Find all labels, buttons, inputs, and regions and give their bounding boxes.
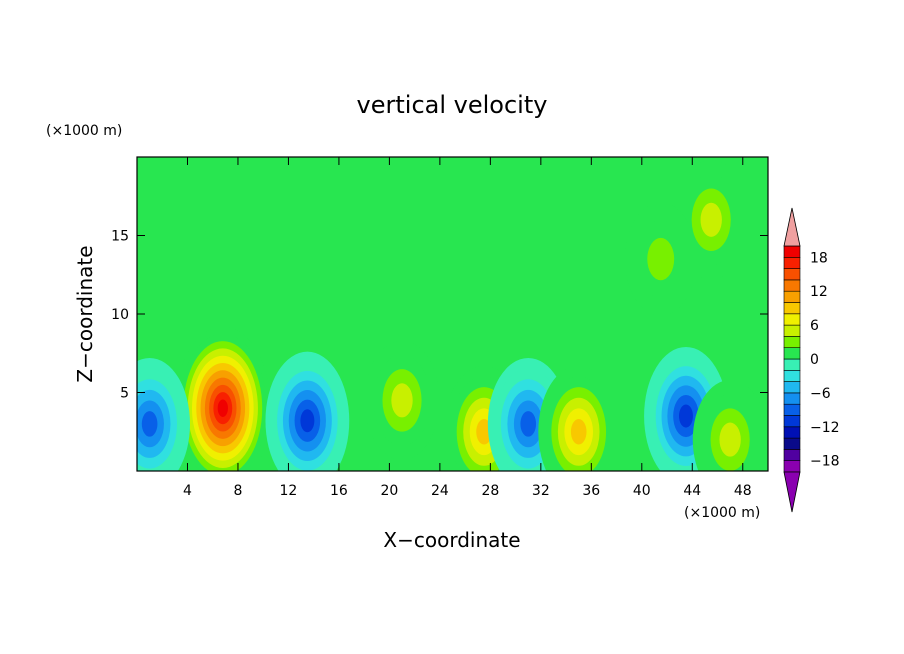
colorbar-under-arrow — [783, 471, 801, 513]
colorbar-tick-label: 18 — [810, 250, 828, 266]
colorbar-segment — [783, 336, 801, 348]
x-tick-label: 24 — [431, 483, 449, 499]
x-tick-label: 8 — [233, 483, 242, 499]
colorbar: 18 12 6 0 −6 −12 −18 — [783, 207, 840, 513]
x-tick-label: 20 — [380, 483, 398, 499]
contour-band — [141, 411, 158, 437]
y-unit-label: (×1000 m) — [46, 123, 122, 139]
colorbar-segment — [783, 358, 801, 371]
colorbar-segment — [783, 392, 801, 405]
x-tick-label: 48 — [734, 483, 752, 499]
colorbar-segment — [783, 381, 801, 394]
contour-feature — [624, 202, 697, 316]
contour-band — [678, 404, 693, 428]
contour-band — [520, 411, 537, 437]
contour-band — [719, 422, 741, 457]
contour-field — [137, 160, 768, 471]
colorbar-segment — [783, 347, 801, 360]
colorbar-tick-label: −12 — [810, 420, 840, 436]
y-tick-label: 5 — [120, 386, 129, 402]
contour-band — [700, 202, 722, 237]
colorbar-segment — [783, 302, 801, 315]
colorbar-tick-label: 0 — [810, 352, 819, 368]
colorbar-tick-label: −6 — [810, 386, 831, 402]
plot-area — [137, 157, 768, 471]
x-unit-label: (×1000 m) — [684, 505, 760, 521]
colorbar-tick-label: 12 — [810, 284, 828, 300]
contour-feature — [692, 379, 768, 471]
colorbar-segment — [783, 245, 801, 258]
contour-band — [647, 237, 675, 281]
colorbar-segment — [783, 324, 801, 337]
x-tick-label: 44 — [683, 483, 701, 499]
colorbar-segment — [783, 369, 801, 382]
colorbar-segment — [783, 279, 801, 292]
chart-title: vertical velocity — [357, 91, 548, 119]
contour-feature — [137, 357, 190, 471]
x-tick-label: 36 — [582, 483, 600, 499]
x-tick-label: 16 — [330, 483, 348, 499]
colorbar-segment — [783, 290, 801, 303]
colorbar-segment — [783, 460, 801, 473]
contour-band — [570, 418, 587, 445]
colorbar-segment — [783, 426, 801, 439]
colorbar-segment — [783, 415, 801, 428]
contour-band — [391, 383, 413, 418]
contour-feature — [174, 326, 271, 471]
y-axis: 5 10 15 — [111, 229, 768, 402]
colorbar-segment — [783, 449, 801, 461]
colorbar-tick-label: 6 — [810, 318, 819, 334]
x-tick-label: 40 — [633, 483, 651, 499]
y-tick-label: 10 — [111, 307, 129, 323]
colorbar-segment — [783, 403, 801, 416]
colorbar-segment — [783, 313, 801, 326]
colorbar-segment — [783, 437, 801, 450]
x-tick-label: 28 — [481, 483, 499, 499]
x-tick-label: 32 — [532, 483, 550, 499]
y-tick-label: 15 — [111, 229, 129, 245]
x-axis-label: X−coordinate — [383, 528, 520, 552]
colorbar-segment — [783, 268, 801, 281]
contour-feature — [364, 340, 440, 461]
y-axis-label: Z−coordinate — [73, 245, 97, 382]
contour-feature — [538, 365, 620, 471]
contour-feature — [265, 351, 350, 471]
x-axis: 4 8 12 16 20 24 28 32 36 40 44 48 — [183, 157, 752, 499]
colorbar-tick-label: −18 — [810, 454, 840, 470]
contour-band — [217, 399, 228, 417]
x-tick-label: 4 — [183, 483, 192, 499]
contour-band — [300, 409, 315, 433]
x-tick-label: 12 — [280, 483, 298, 499]
colorbar-segment — [783, 256, 801, 269]
colorbar-over-arrow — [783, 207, 801, 247]
